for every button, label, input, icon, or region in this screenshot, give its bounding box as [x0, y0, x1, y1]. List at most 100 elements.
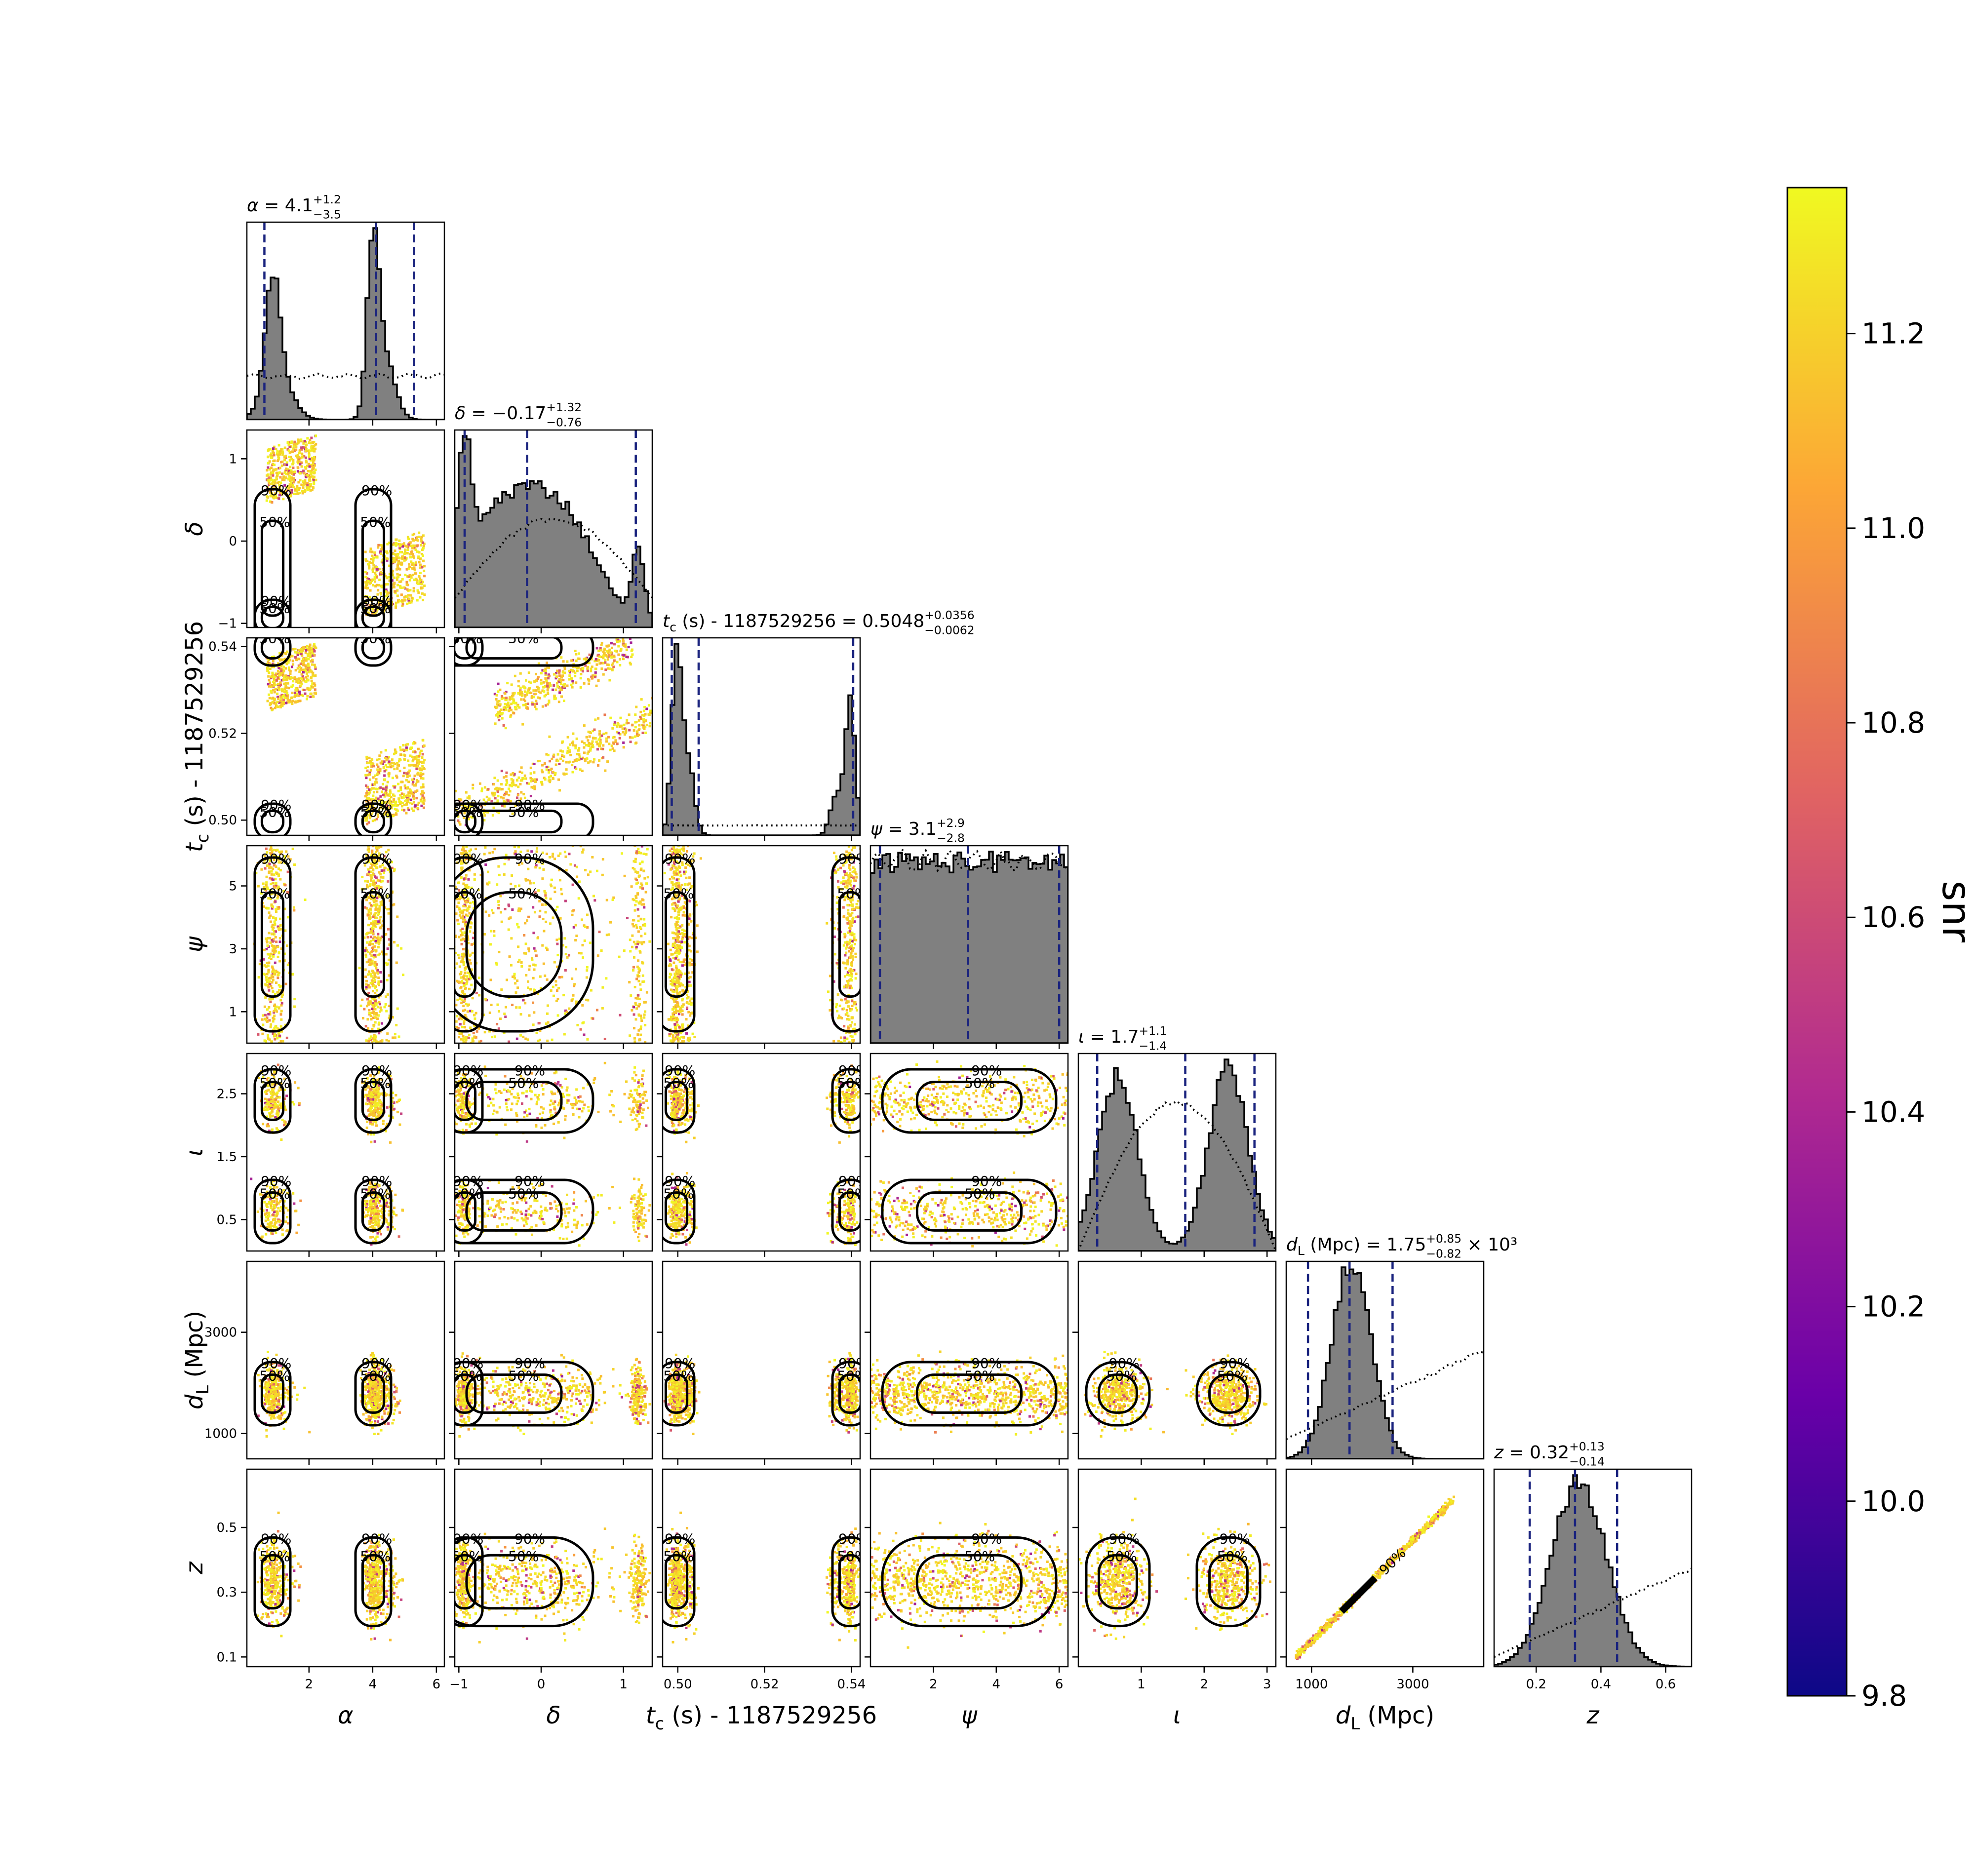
x-axis-label-alpha: α: [338, 1702, 354, 1729]
x-axis-label-delta: δ: [546, 1702, 560, 1729]
contour-label: 50%: [837, 885, 868, 901]
contour-50: [664, 891, 689, 998]
histogram-iota: ι = 1.7+1.1 −1.4: [1077, 1024, 1277, 1257]
contour-90: [253, 1178, 292, 1245]
contour-90: [1195, 1536, 1262, 1628]
x-axis-label-psi: ψ: [961, 1702, 978, 1729]
prior-line: [247, 372, 444, 380]
contour-label: 90%: [514, 1062, 545, 1079]
y-axis-label-dL: dL (Mpc): [181, 1311, 212, 1409]
scatter-psi-z: 50%90% 2 4 6: [865, 1468, 1069, 1692]
contour-90: [663, 856, 696, 1033]
histogram-bars: [663, 643, 860, 835]
contour-90: [455, 1361, 594, 1427]
contour-50: [361, 605, 386, 627]
contour-90: [663, 1361, 696, 1427]
contour-50: [361, 891, 386, 998]
y-tick-label: 0.52: [208, 726, 237, 741]
panel-frame: [246, 221, 445, 421]
contour-50: [465, 1191, 563, 1232]
y-tick-label: −1: [218, 617, 237, 631]
contour-90: [881, 1178, 1058, 1245]
contour-label: 50%: [259, 1368, 290, 1384]
panel-frame: [662, 637, 861, 836]
contour-label: 50%: [837, 1548, 868, 1564]
contour-label: 90%: [1220, 1530, 1250, 1547]
x-tick-label: 2: [929, 1677, 938, 1692]
contour-label: 90%: [514, 1355, 545, 1371]
contour-50: [1098, 1554, 1138, 1610]
scatter-dL-z: 90%1000 3000: [1280, 1468, 1485, 1692]
contour-label: 90%: [261, 623, 291, 639]
contour-90: [663, 1068, 696, 1134]
contour-90: [354, 1536, 393, 1628]
panel-frame: [1285, 1260, 1485, 1460]
y-tick-label: 1000: [204, 1427, 237, 1442]
colorbar-tick-label: 11.0: [1861, 511, 1925, 545]
contour-50: [361, 1373, 386, 1414]
x-tick-label: 6: [1055, 1677, 1064, 1692]
contour-label: 90%: [971, 1062, 1002, 1079]
contour-label: 90%: [971, 1173, 1002, 1189]
scatter-alpha-delta: 50%90%50%90%50%90%50%90%−101: [218, 429, 445, 633]
scatter-delta-iota: 50%90%50%90%50%90%50%90%: [449, 1053, 653, 1257]
y-axis-label-iota: ι: [181, 1148, 208, 1156]
y-tick-label: 1.5: [217, 1150, 237, 1165]
contour-label: 50%: [1217, 1368, 1248, 1384]
colorbar-tick-label: 10.0: [1861, 1485, 1925, 1518]
scatter-tc-iota: 50%90%50%90%50%90%50%90%: [657, 1053, 869, 1257]
panel-frame: [454, 1260, 653, 1460]
contour-90: [831, 1536, 860, 1628]
contour-50: [361, 1554, 386, 1610]
contour-90: [455, 856, 484, 1033]
contour-label: 90%: [453, 851, 483, 867]
scatter-delta-tc: 50%90%50%90%50%90%50%90%: [449, 637, 653, 841]
contour-label: 90%: [261, 1355, 291, 1371]
histogram-bars: [1494, 1474, 1692, 1667]
contour-90: [831, 1178, 860, 1245]
prior-line: [1494, 1567, 1692, 1658]
contour-label: 50%: [451, 885, 482, 901]
contour-label: 50%: [360, 885, 391, 901]
contour-label: 50%: [360, 630, 391, 646]
contour-label: 90%: [361, 593, 392, 609]
colorbar-label: snr: [1934, 881, 1975, 942]
histogram-bars: [1286, 1266, 1484, 1459]
contour-50: [664, 1554, 689, 1610]
contour-label: 90%: [838, 1062, 869, 1079]
contour-90: [253, 802, 292, 835]
contour-50: [664, 1373, 689, 1414]
title-psi: ψ = 3.1+2.9 −2.8: [870, 816, 965, 845]
contour-label: 50%: [508, 804, 539, 820]
contour-90: [881, 1361, 1058, 1427]
contour-label: 50%: [837, 1368, 868, 1384]
contour-90: [354, 1178, 393, 1245]
contour-90: [455, 856, 594, 1033]
contour-label: 50%: [259, 1075, 290, 1092]
x-tick-label: 0: [537, 1677, 546, 1692]
contour-90: [253, 1536, 292, 1628]
y-tick-label: 0.5: [217, 1212, 237, 1227]
scatter-psi-dL: 50%90%: [865, 1260, 1069, 1465]
contour-90: [663, 1536, 696, 1628]
x-tick-label: 4: [992, 1677, 1001, 1692]
contour-label: 50%: [1217, 1548, 1248, 1564]
contour-label: 50%: [360, 1548, 391, 1564]
y-axis-label-psi: ψ: [181, 936, 208, 952]
contour-90: [455, 638, 594, 667]
contour-50: [664, 1081, 689, 1121]
contour-label: 50%: [964, 1368, 995, 1384]
contour-label: 50%: [259, 514, 290, 530]
contour-50: [260, 1554, 285, 1610]
contour-label: 90%: [361, 1530, 392, 1547]
panel-frame: [246, 845, 445, 1044]
contour-50: [260, 809, 285, 834]
contour-50: [361, 1191, 386, 1232]
scatter-tc-z: 50%90%50%90%0.50 0.52 0.54: [657, 1468, 868, 1692]
contour-label: 90%: [514, 1173, 545, 1189]
contour-90: [1339, 1575, 1378, 1614]
colorbar-tick-label: 11.2: [1861, 317, 1925, 351]
contour-label: 90%: [665, 851, 695, 867]
histogram-bars: [870, 851, 1068, 1043]
